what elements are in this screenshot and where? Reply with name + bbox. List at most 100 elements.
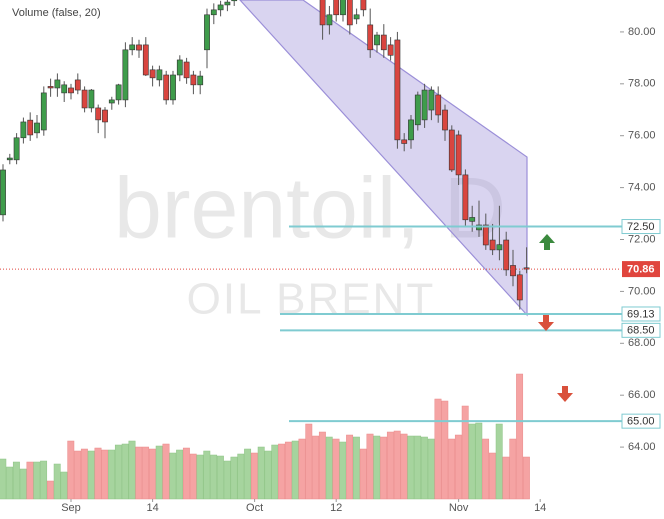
candle-body <box>326 14 333 26</box>
candle-body <box>489 239 496 251</box>
volume-bar <box>148 448 156 500</box>
candle-body <box>448 129 455 171</box>
watermark: brentoil, D <box>114 161 506 257</box>
candle-body <box>224 1 231 6</box>
candle-layer <box>0 0 530 310</box>
candle-body <box>6 157 13 161</box>
candle-body <box>47 86 54 89</box>
volume-label: Volume (false, 20) <box>12 7 101 19</box>
y-tick-label: 74.00 <box>628 182 656 194</box>
candle-body <box>20 121 27 139</box>
volume-bar <box>114 444 122 500</box>
volume-bar <box>101 449 109 500</box>
watermark-subtitle: OIL BRENT <box>187 275 436 324</box>
volume-bar <box>359 448 367 500</box>
level-label-box <box>621 413 661 429</box>
candle-body <box>183 61 190 79</box>
candle-body <box>442 109 448 131</box>
volume-bar <box>468 423 476 500</box>
volume-bar <box>121 443 129 500</box>
candle-body <box>469 217 476 222</box>
candle-body <box>197 75 204 86</box>
level-label-box <box>621 219 661 235</box>
volume-bar <box>386 431 394 500</box>
candle-body <box>496 244 503 251</box>
volume-bar <box>135 446 143 500</box>
candle-body <box>81 89 88 109</box>
volume-bar <box>522 456 530 500</box>
volume-bar <box>502 456 510 500</box>
candle-body <box>346 0 353 26</box>
candle-body <box>217 4 224 11</box>
volume-bar <box>74 450 82 500</box>
level-label: 65.00 <box>627 416 655 428</box>
x-tick-label: 12 <box>330 502 342 514</box>
y-tick-label: 76.00 <box>628 130 656 142</box>
volume-bar <box>237 453 245 500</box>
candle-body <box>421 89 428 121</box>
volume-bar <box>420 436 428 500</box>
y-tick-label: 80.00 <box>628 26 656 38</box>
volume-bar <box>19 468 27 500</box>
x-tick-label: Nov <box>449 502 469 514</box>
volume-bar <box>400 433 408 500</box>
y-tick-label: 66.00 <box>628 389 656 401</box>
volume-bar <box>318 431 326 500</box>
candle-body <box>163 74 170 101</box>
volume-bar <box>53 463 61 500</box>
candle-body <box>380 34 387 51</box>
y-tick-label: 72.00 <box>628 233 656 245</box>
axis-layer: Sep 14 Oct 12 Nov 14 64.00 66.00 68.00 70.00 72.00… <box>61 26 655 514</box>
volume-bar <box>12 461 20 500</box>
volume-bar <box>67 440 75 500</box>
candle-body <box>74 79 81 91</box>
volume-bar <box>305 423 313 500</box>
candle-body <box>319 0 326 26</box>
volume-bar <box>509 438 517 500</box>
candle-body <box>142 44 149 76</box>
candle-body <box>88 89 95 109</box>
volume-bar <box>495 423 503 500</box>
volume-bar <box>189 453 197 500</box>
volume-bar <box>257 446 265 500</box>
candle-body <box>340 0 346 16</box>
x-tick-label: 14 <box>146 502 158 514</box>
arrow-down <box>557 386 573 402</box>
volume-bar <box>475 422 483 500</box>
volume-bar <box>250 452 258 500</box>
arrow-up <box>539 234 555 250</box>
volume-bar <box>488 452 496 500</box>
volume-bar <box>33 461 41 500</box>
trend-channel <box>239 0 528 317</box>
volume-bar <box>434 398 442 500</box>
level-label: 72.50 <box>627 221 655 233</box>
volume-bar <box>128 440 136 500</box>
candle-body <box>387 44 394 56</box>
y-tick-label: 68.00 <box>628 337 656 349</box>
volume-bar <box>325 436 333 500</box>
volume-bar <box>414 435 422 500</box>
y-tick-label: 78.00 <box>628 78 656 90</box>
candle-body <box>115 84 122 101</box>
volume-bar <box>162 443 170 500</box>
candle-body <box>408 119 414 141</box>
candle-body <box>516 274 523 301</box>
volume-bar <box>60 471 68 500</box>
volume-bar <box>284 441 292 500</box>
candle-body <box>136 44 142 51</box>
candle-body <box>102 109 108 123</box>
level-layer: 72.50 69.13 68.50 65.00 70.86 <box>0 219 661 429</box>
candle-body <box>455 134 462 176</box>
last-price-label: 70.86 <box>627 263 655 275</box>
volume-bar <box>80 448 88 500</box>
candle-body <box>122 49 129 101</box>
candle-body <box>360 0 367 11</box>
volume-bar <box>244 448 252 500</box>
y-tick-label: 64.00 <box>628 441 656 453</box>
candle-body <box>170 74 176 101</box>
volume-bar <box>142 446 150 500</box>
volume-bar <box>448 438 456 500</box>
volume-bar <box>216 455 224 500</box>
volume-layer <box>0 373 530 500</box>
